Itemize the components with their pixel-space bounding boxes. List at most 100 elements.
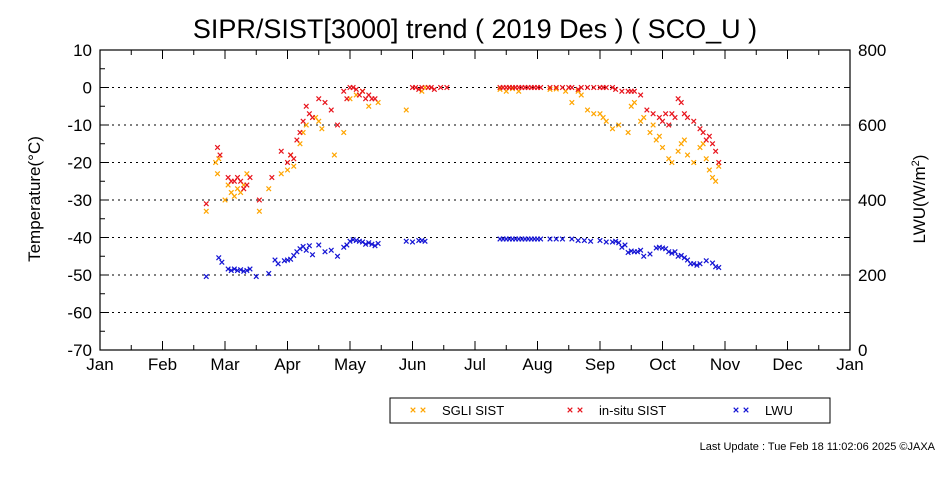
data-point xyxy=(509,85,516,92)
data-point xyxy=(306,243,313,249)
data-point xyxy=(706,167,713,173)
data-point xyxy=(203,273,209,280)
data-point xyxy=(603,84,609,91)
data-point xyxy=(691,118,697,124)
data-point xyxy=(659,118,666,124)
data-point xyxy=(222,197,228,203)
data-point xyxy=(616,240,622,246)
data-point xyxy=(537,84,544,91)
data-point xyxy=(681,255,688,261)
data-point xyxy=(269,174,275,181)
data-point xyxy=(409,239,416,245)
legend-box xyxy=(389,397,831,424)
data-point xyxy=(497,86,503,93)
data-point xyxy=(547,236,553,242)
y2-axis-title: LWU(W/m2) xyxy=(910,155,929,244)
data-point xyxy=(231,193,238,199)
data-point xyxy=(412,84,419,91)
x-tick-label: Jun xyxy=(399,355,426,374)
legend-marker xyxy=(743,407,749,413)
x-tick-label: Nov xyxy=(710,355,741,374)
x-tick-label: Mar xyxy=(210,355,240,374)
data-point xyxy=(297,129,303,136)
data-point xyxy=(219,259,225,265)
data-point xyxy=(691,261,697,267)
data-point xyxy=(309,252,316,258)
data-point xyxy=(569,84,575,91)
data-point xyxy=(716,264,722,271)
data-point xyxy=(575,237,581,244)
data-point xyxy=(706,133,713,139)
data-point xyxy=(619,244,625,250)
data-point xyxy=(691,159,697,166)
data-point xyxy=(328,247,334,253)
data-point xyxy=(303,247,309,253)
data-point xyxy=(203,201,209,207)
data-point xyxy=(216,255,222,261)
data-points xyxy=(203,84,722,280)
data-point xyxy=(334,253,341,259)
x-tick-label: Apr xyxy=(274,355,301,374)
data-point xyxy=(216,156,222,162)
data-point xyxy=(303,103,309,109)
data-point xyxy=(228,267,234,274)
data-point xyxy=(672,249,678,255)
grid-lines xyxy=(100,87,850,313)
data-point xyxy=(675,148,681,154)
data-point xyxy=(322,99,328,106)
data-point xyxy=(344,96,350,102)
y2-axis-title-main: LWU(W/m xyxy=(910,166,929,243)
data-point xyxy=(366,240,372,246)
y-tick-label: -30 xyxy=(67,191,92,210)
data-point xyxy=(622,242,628,248)
data-point xyxy=(244,182,250,188)
x-tick-label: Dec xyxy=(772,355,803,374)
legend-label: in-situ SIST xyxy=(599,403,666,418)
data-point xyxy=(416,86,422,93)
data-point xyxy=(316,118,322,124)
data-point xyxy=(625,129,631,136)
data-point xyxy=(300,118,306,124)
data-point xyxy=(341,129,347,136)
data-point xyxy=(697,261,703,267)
data-point xyxy=(603,118,609,124)
data-point xyxy=(587,238,594,244)
y-tick-label: -70 xyxy=(67,341,92,360)
data-point xyxy=(641,253,647,259)
data-point xyxy=(700,129,706,136)
data-point xyxy=(431,86,438,93)
data-point xyxy=(294,137,300,143)
y-tick-label: -50 xyxy=(67,266,92,285)
y2-axis-title-end: ) xyxy=(910,155,929,161)
data-point xyxy=(625,249,631,256)
data-point xyxy=(716,159,722,166)
data-point xyxy=(712,148,719,154)
data-point xyxy=(291,163,297,169)
data-point xyxy=(237,178,244,184)
data-point xyxy=(703,156,709,162)
x-tick-label: Feb xyxy=(148,355,177,374)
data-point xyxy=(547,84,553,91)
data-point xyxy=(444,84,450,91)
legend-marker xyxy=(420,407,426,413)
data-point xyxy=(214,144,221,151)
data-point xyxy=(319,126,325,132)
data-point xyxy=(631,88,638,94)
data-point xyxy=(662,111,669,117)
data-point xyxy=(359,239,366,245)
data-point xyxy=(637,92,644,98)
legend-label: LWU xyxy=(765,403,793,418)
data-point xyxy=(569,99,575,106)
data-point xyxy=(350,84,356,91)
data-point xyxy=(291,156,297,162)
y2-axis-title-sup: 2 xyxy=(910,160,922,166)
data-point xyxy=(547,86,553,93)
data-point xyxy=(553,236,559,242)
series-lwu xyxy=(203,236,722,280)
data-point xyxy=(284,167,291,173)
data-point xyxy=(584,107,591,113)
data-point xyxy=(669,250,675,256)
data-point xyxy=(203,208,209,214)
data-point xyxy=(609,126,616,132)
data-point xyxy=(256,197,263,203)
